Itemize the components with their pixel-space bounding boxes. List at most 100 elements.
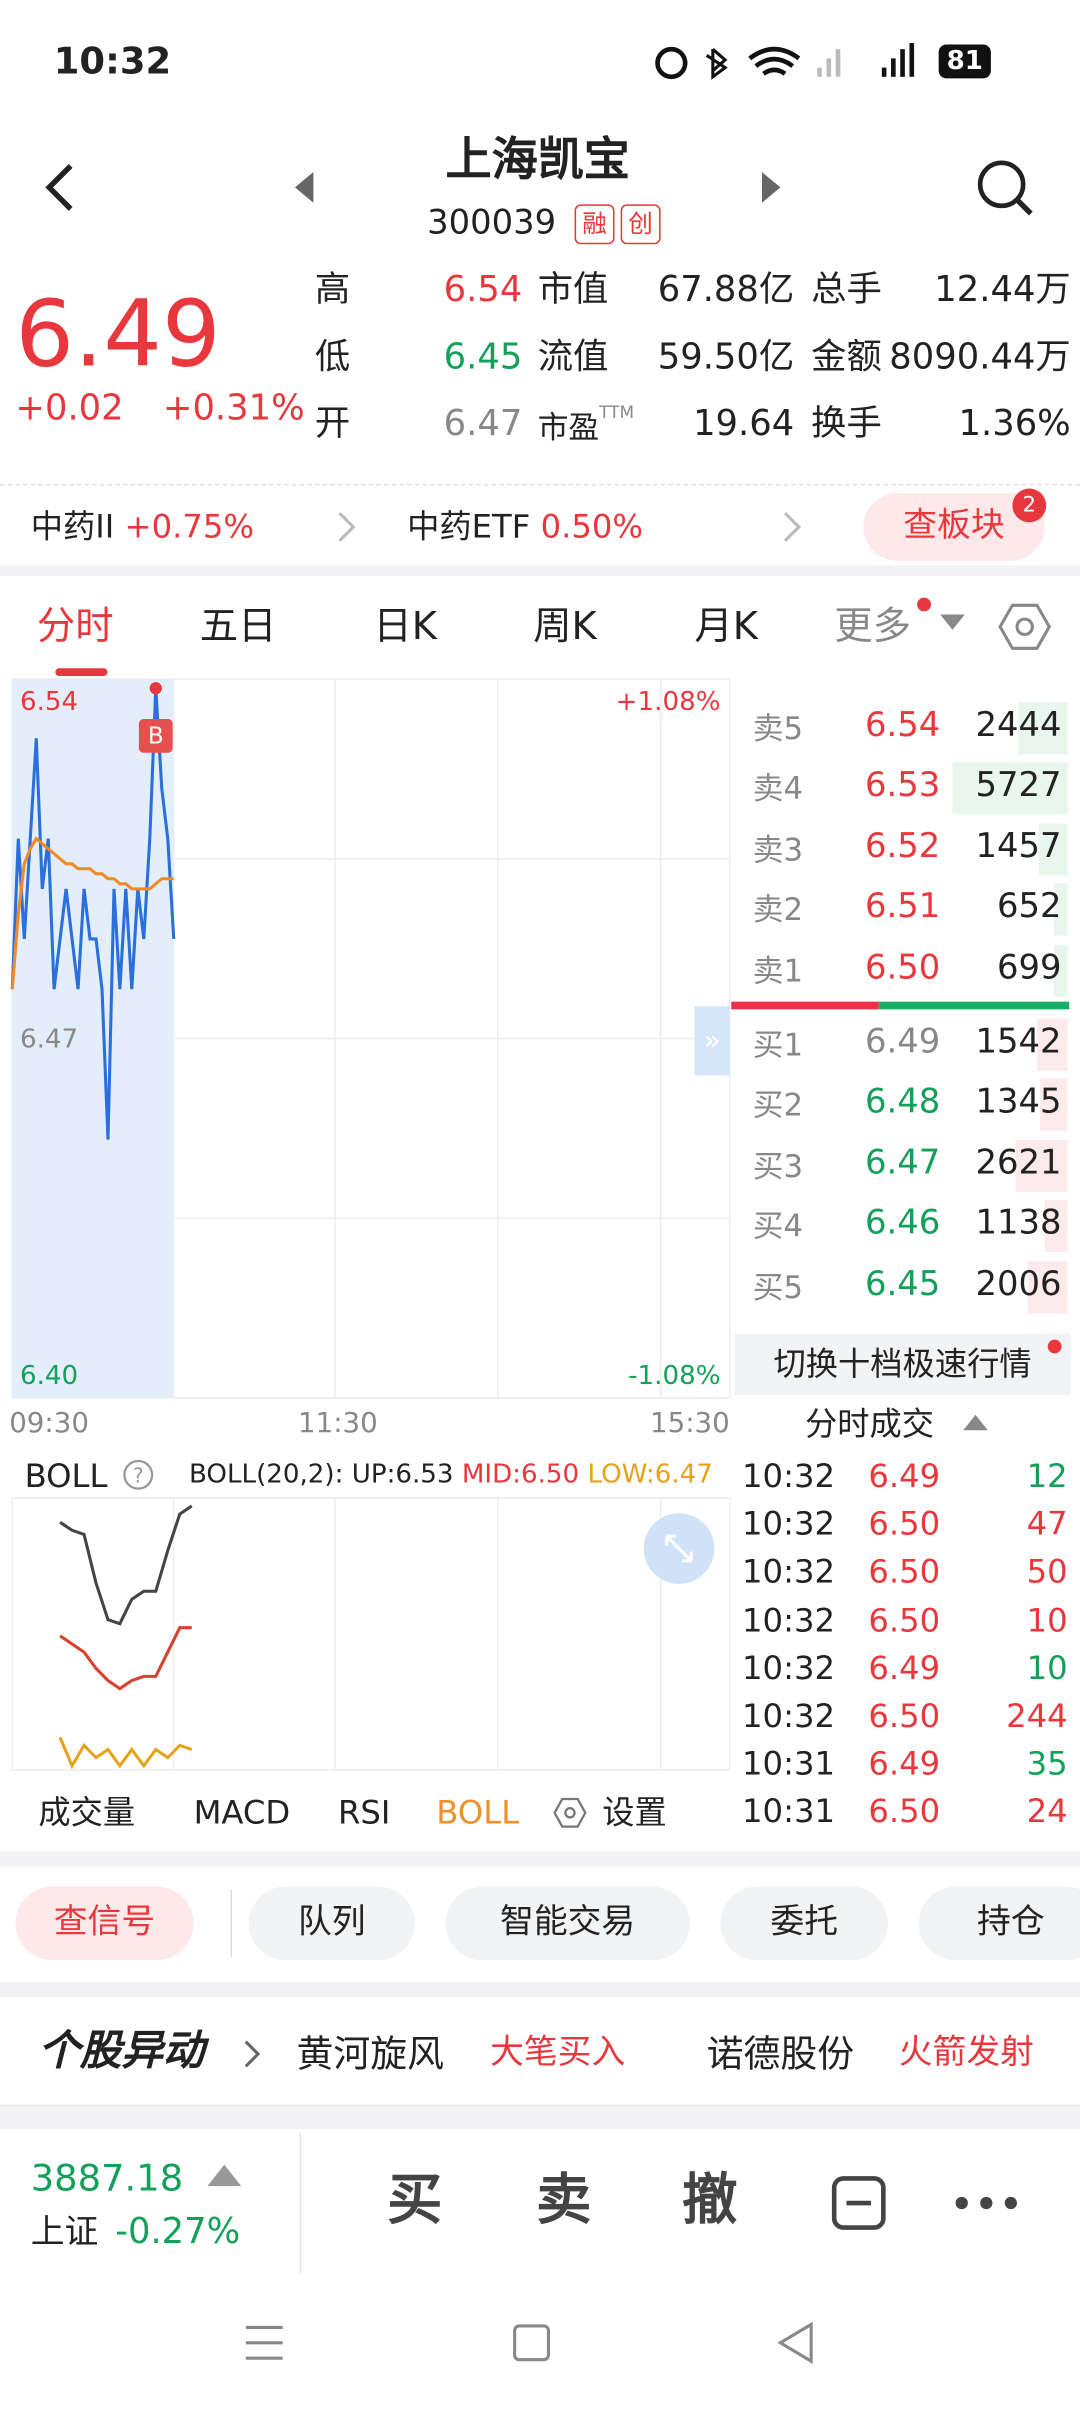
volume-bar: [1054, 883, 1068, 936]
stat-label: 金额: [811, 337, 882, 378]
book-label: 卖2: [752, 891, 804, 928]
settings-icon: [553, 1797, 587, 1828]
clock: 10:32: [53, 39, 172, 83]
indicator-tab[interactable]: BOLL: [436, 1794, 520, 1832]
trade-price: 6.49: [868, 1649, 941, 1687]
action-button[interactable]: 智能交易: [445, 1886, 690, 1961]
book-price: 6.46: [864, 1204, 941, 1243]
change-pct: +0.31%: [162, 388, 305, 429]
book-label: 买4: [752, 1207, 804, 1245]
indicator-tab[interactable]: 设置: [602, 1794, 667, 1832]
indicator-frame: [11, 1497, 731, 1771]
book-price: 6.52: [864, 828, 941, 867]
next-stock[interactable]: [761, 172, 784, 203]
stat-value: 59.50亿: [657, 337, 795, 378]
trade-price: 6.50: [868, 1601, 941, 1639]
x-label: 09:30: [9, 1407, 89, 1440]
up-icon: [207, 2164, 242, 2187]
trade-volume: 244: [1006, 1697, 1068, 1735]
dot: [917, 597, 931, 612]
volume-bar: [1018, 702, 1068, 755]
trade-time: 10:32: [742, 1505, 836, 1543]
volume-bar: [952, 761, 1068, 815]
stat-label: 换手: [811, 404, 882, 444]
settings-button[interactable]: [998, 602, 1052, 651]
chevrons: [338, 512, 802, 542]
separator: [0, 1851, 1080, 1867]
trade-time: 10:32: [742, 1457, 836, 1495]
chevron: [244, 2040, 261, 2068]
stat-value: 6.45: [443, 337, 523, 378]
tab[interactable]: 更多: [834, 603, 912, 649]
low: LOW:6.47: [587, 1459, 713, 1491]
book-label: 卖3: [752, 831, 804, 868]
b-marker: [138, 718, 173, 753]
stat-label: 市盈: [537, 408, 600, 446]
divider: [0, 483, 1080, 486]
x-label: 15:30: [650, 1407, 730, 1440]
index-change: -0.27%: [115, 2212, 241, 2253]
tab[interactable]: 日K: [373, 603, 437, 649]
tab[interactable]: 周K: [533, 603, 597, 649]
book-price: 6.45: [864, 1265, 941, 1305]
divider: [230, 1889, 232, 1958]
trade-volume: 12: [1026, 1457, 1068, 1495]
more-buttons[interactable]: [830, 2174, 1045, 2232]
nav-bar[interactable]: [230, 2312, 845, 2373]
news-title: 个股异动: [38, 2027, 205, 2076]
back-button[interactable]: [43, 163, 77, 212]
stat-label: 高: [314, 270, 351, 311]
trade-time: 10:32: [742, 1649, 836, 1687]
action-button[interactable]: 查信号: [15, 1886, 194, 1961]
help-icon[interactable]: ?: [121, 1458, 155, 1492]
trade-time: 10:31: [742, 1793, 836, 1831]
action-button[interactable]: 委托: [720, 1886, 888, 1961]
book-label: 卖4: [752, 769, 804, 807]
buy-button[interactable]: 买: [387, 2169, 443, 2233]
volume-bar: [1036, 1018, 1068, 1071]
trade-volume: 35: [1026, 1745, 1068, 1783]
y-label: 6.47: [19, 1024, 79, 1056]
switch-button[interactable]: 切换十档极速行情: [734, 1333, 1071, 1395]
trade-price: 6.50: [868, 1505, 941, 1543]
action-button[interactable]: 持仓: [918, 1886, 1080, 1961]
cancel-button[interactable]: 撤: [682, 2169, 738, 2233]
trade-time: 10:32: [742, 1553, 836, 1591]
sort-icon: [963, 1414, 988, 1431]
pct-label: +1.08%: [615, 686, 721, 718]
trade-volume: 24: [1026, 1793, 1068, 1831]
indicator-tab[interactable]: MACD: [193, 1794, 291, 1832]
indicator-tab[interactable]: 成交量: [38, 1794, 136, 1832]
prev-stock[interactable]: [292, 172, 314, 203]
indicator-tab[interactable]: RSI: [337, 1794, 391, 1832]
sector-name[interactable]: 中药ETF 0.50%: [407, 508, 644, 546]
book-price: 6.54: [864, 706, 941, 746]
high-dot: [149, 682, 162, 695]
sector-name: 中药ETF: [407, 508, 531, 546]
book-label: 卖5: [752, 709, 804, 747]
tab[interactable]: 分时: [36, 603, 114, 649]
sector-name[interactable]: 中药II +0.75%: [31, 511, 254, 544]
tab[interactable]: 月K: [694, 603, 759, 649]
collapse-icon: »: [704, 1023, 721, 1056]
book-volume: 5727: [975, 766, 1062, 806]
collapse-tab[interactable]: [694, 1006, 730, 1076]
trade-volume: 10: [1026, 1601, 1068, 1639]
ttm: TTM: [599, 402, 635, 423]
tag: 创: [620, 204, 661, 245]
stat-value: 1.36%: [958, 404, 1071, 444]
search-button[interactable]: [974, 157, 1035, 218]
up: UP:6.53: [351, 1459, 454, 1491]
b-marker-text: B: [148, 724, 164, 750]
sell-button[interactable]: 卖: [536, 2169, 592, 2233]
action-button[interactable]: 队列: [248, 1886, 415, 1961]
boll-line: [59, 1504, 193, 1626]
news-tag: 火箭发射: [898, 2034, 1034, 2073]
stat-value: 6.54: [443, 270, 523, 311]
tab[interactable]: 五日: [199, 603, 277, 649]
sector-change: 0.50%: [540, 508, 644, 546]
mid: MID:6.50: [461, 1459, 580, 1491]
news-stock[interactable]: 诺德股份: [706, 2032, 855, 2076]
news-stock[interactable]: 黄河旋风: [296, 2032, 444, 2076]
params: BOLL(20,2):: [188, 1459, 344, 1491]
